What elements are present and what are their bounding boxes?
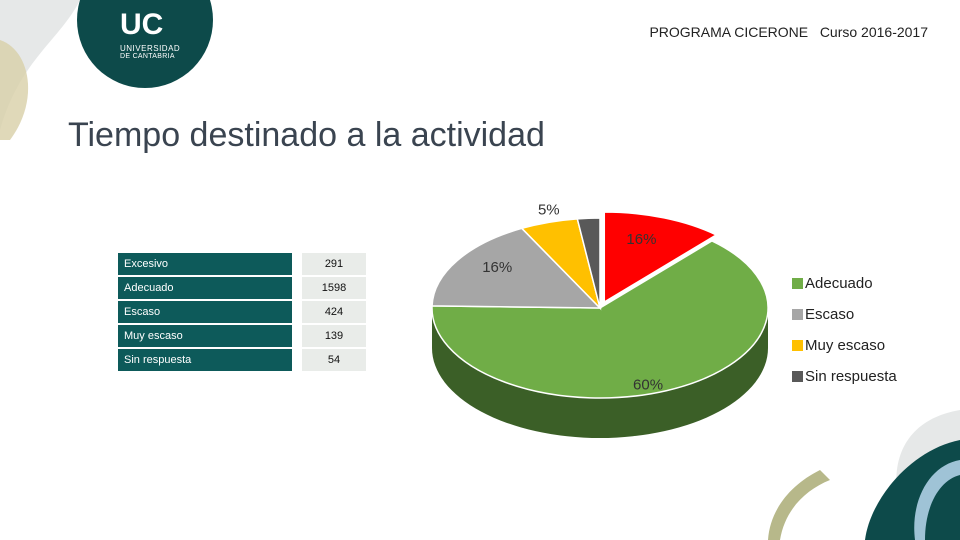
legend-label: Muy escaso <box>805 337 886 354</box>
pie-chart: 16%60%16%5%2% <box>431 201 769 438</box>
logo-circle <box>77 0 213 88</box>
pie-labels: 16%60%16%5%2% <box>482 201 663 393</box>
pie-slice <box>603 211 718 304</box>
pie-slice <box>576 217 601 309</box>
table-row: Sin respuesta 54 <box>118 349 366 371</box>
header-program: PROGRAMA CICERONE <box>649 24 809 40</box>
pie-slice <box>431 227 602 309</box>
pie-slice-label: 60% <box>633 376 663 393</box>
legend-item: Sin respuesta <box>792 361 897 392</box>
legend: Adecuado Escaso Muy escaso Sin respuesta <box>792 268 897 392</box>
table-label: Muy escaso <box>118 325 302 347</box>
legend-item: Muy escaso <box>792 330 897 361</box>
logo-line2: DE CANTABRIA <box>120 53 175 60</box>
table-value: 424 <box>302 301 366 323</box>
pie-slice-label: 16% <box>482 259 512 276</box>
slide-title: Tiempo destinado a la actividad <box>68 116 545 154</box>
table-value: 291 <box>302 253 366 275</box>
header-course: Curso 2016-2017 <box>819 24 928 40</box>
legend-item: Adecuado <box>792 268 897 299</box>
grey-swoosh <box>0 0 80 130</box>
table-row: Adecuado 1598 <box>118 277 366 299</box>
legend-swatch <box>792 278 803 289</box>
legend-label: Sin respuesta <box>805 368 897 385</box>
pie-sides <box>432 308 768 438</box>
legend-label: Adecuado <box>805 275 873 292</box>
table-label: Excesivo <box>118 253 302 275</box>
table-row: Excesivo 291 <box>118 253 366 275</box>
legend-swatch <box>792 340 803 351</box>
teal-arc <box>865 440 960 540</box>
header-text: PROGRAMA CICERONE Curso 2016-2017 <box>649 24 928 40</box>
legend-label: Escaso <box>805 306 855 323</box>
pie-slice <box>431 240 769 399</box>
table-value: 1598 <box>302 277 366 299</box>
legend-swatch <box>792 309 803 320</box>
tan-swoosh <box>0 40 29 140</box>
table-label: Escaso <box>118 301 302 323</box>
top-left-decoration <box>0 0 213 140</box>
table-label: Sin respuesta <box>118 349 302 371</box>
light-blue-swoosh <box>914 460 960 540</box>
legend-swatch <box>792 371 803 382</box>
table-value: 54 <box>302 349 366 371</box>
logo: UC UNIVERSIDAD DE CANTABRIA <box>120 8 181 61</box>
table-label: Adecuado <box>118 277 302 299</box>
logo-mark: UC <box>120 8 164 41</box>
logo-line1: UNIVERSIDAD <box>120 44 181 53</box>
table-row: Escaso 424 <box>118 301 366 323</box>
table-row: Muy escaso 139 <box>118 325 366 347</box>
olive-swoosh <box>768 470 830 540</box>
legend-item: Escaso <box>792 299 897 330</box>
data-table: Excesivo 291 Adecuado 1598 Escaso 424 Mu… <box>118 251 366 373</box>
bottom-right-decoration <box>768 410 960 540</box>
pie-slice-label: 16% <box>626 231 656 248</box>
pie-slice-side <box>432 308 768 438</box>
table-value: 139 <box>302 325 366 347</box>
pie-slice-label: 5% <box>538 201 560 218</box>
pie-tops <box>431 211 769 399</box>
